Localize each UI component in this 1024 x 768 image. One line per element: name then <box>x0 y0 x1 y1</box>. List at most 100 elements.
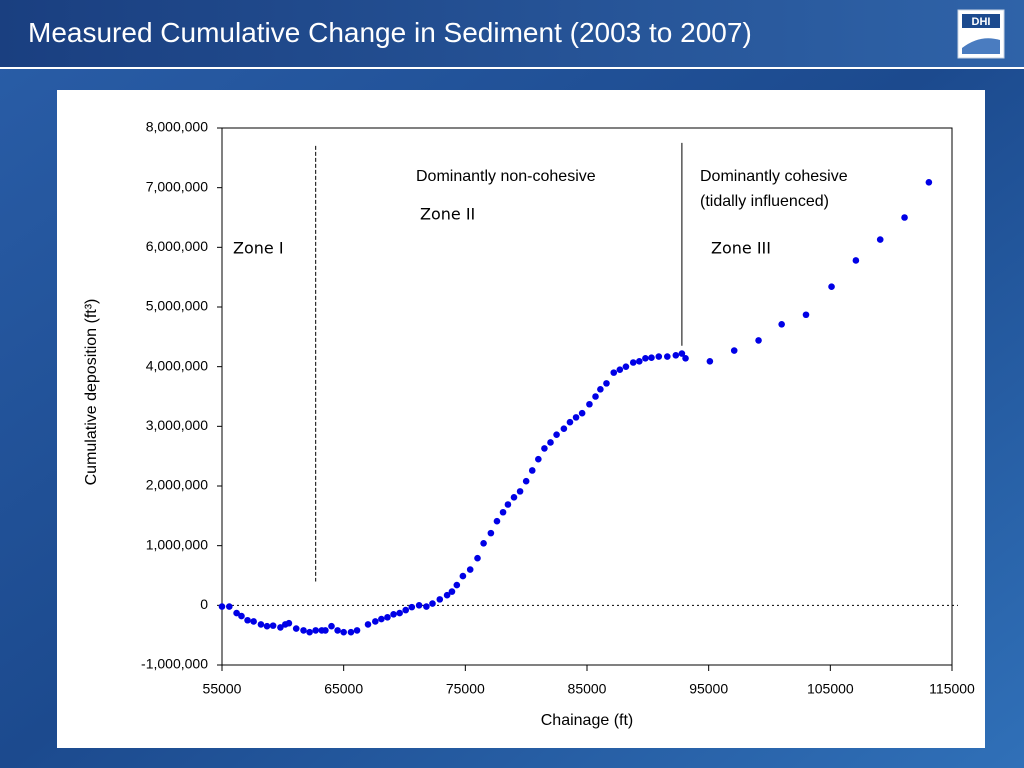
data-point <box>244 616 251 624</box>
data-point <box>436 596 444 603</box>
data-point <box>802 311 810 319</box>
data-point <box>622 363 630 370</box>
chart-panel <box>57 90 985 748</box>
data-point <box>642 355 649 362</box>
data-point <box>340 628 347 636</box>
data-point <box>522 477 530 485</box>
data-point <box>852 257 860 264</box>
data-point <box>528 467 536 474</box>
y-axis-label: Cumulative deposition (ft³) <box>83 299 100 486</box>
data-point <box>636 357 643 365</box>
data-point <box>616 366 624 373</box>
data-point <box>672 352 680 359</box>
x-tick-label: 65000 <box>324 681 363 697</box>
data-point <box>597 386 604 393</box>
data-point <box>572 414 580 421</box>
data-point <box>925 178 933 186</box>
y-tick-label: -1,000,000 <box>141 656 208 672</box>
data-point <box>453 581 461 589</box>
data-point <box>664 353 671 360</box>
x-tick-label: 95000 <box>689 681 728 697</box>
data-point <box>480 539 487 547</box>
logo-wave <box>962 38 1000 54</box>
data-point <box>378 615 385 623</box>
y-tick-label: 2,000,000 <box>146 477 208 493</box>
data-point <box>448 588 456 595</box>
y-tick-label: 1,000,000 <box>146 536 208 552</box>
data-point <box>603 380 610 387</box>
data-point <box>560 425 568 433</box>
logo-text: DHI <box>972 16 991 28</box>
y-tick-label: 3,000,000 <box>146 417 208 433</box>
annotation: Dominantly cohesive <box>700 168 848 185</box>
y-tick-label: 5,000,000 <box>146 298 208 314</box>
data-point <box>755 337 762 344</box>
data-point <box>730 347 738 354</box>
data-point <box>415 602 423 609</box>
data-point <box>372 618 379 625</box>
data-point <box>610 369 618 376</box>
data-point <box>474 554 481 562</box>
data-point <box>390 610 397 618</box>
data-point <box>541 445 548 452</box>
y-tick-label: 7,000,000 <box>146 178 208 194</box>
data-point <box>547 439 554 446</box>
x-tick-label: 105000 <box>807 681 854 697</box>
data-point <box>578 409 586 417</box>
y-tick-label: 8,000,000 <box>146 119 208 135</box>
y-tick-label: 6,000,000 <box>146 238 208 254</box>
x-tick-label: 115000 <box>929 681 975 697</box>
data-point <box>353 627 361 634</box>
data-point <box>269 622 277 629</box>
data-point <box>466 566 474 573</box>
data-point <box>504 501 512 508</box>
data-point <box>226 603 233 610</box>
data-point <box>408 603 416 611</box>
data-point <box>901 214 908 221</box>
x-tick-label: 55000 <box>203 681 242 697</box>
data-point <box>300 627 307 634</box>
x-tick-label: 75000 <box>446 681 485 697</box>
data-point <box>592 393 599 400</box>
annotation: Zone III <box>711 239 771 258</box>
data-point <box>285 619 293 627</box>
data-point <box>706 357 714 365</box>
data-point <box>328 622 335 630</box>
annotation: Zone I <box>233 239 284 258</box>
data-point <box>233 609 240 617</box>
data-point <box>429 600 436 607</box>
data-point <box>535 455 542 463</box>
data-point <box>629 359 637 366</box>
slide-title: Measured Cumulative Change in Sediment (… <box>28 17 752 48</box>
logo: DHI <box>957 9 1005 59</box>
y-tick-label: 0 <box>200 596 208 612</box>
data-point <box>510 494 518 501</box>
title-bar <box>0 0 1024 67</box>
data-point <box>876 236 884 243</box>
data-point <box>384 613 391 621</box>
data-point <box>364 621 372 628</box>
data-point <box>459 572 467 580</box>
data-point <box>347 628 355 636</box>
data-point <box>648 354 655 362</box>
data-point <box>306 628 313 636</box>
annotation: Dominantly non-cohesive <box>416 168 596 185</box>
x-axis-label: Chainage (ft) <box>541 712 634 729</box>
data-point <box>402 606 410 614</box>
data-point <box>257 621 265 628</box>
data-point <box>334 627 341 634</box>
data-point <box>778 321 785 328</box>
data-point <box>678 350 686 357</box>
data-point <box>238 612 245 620</box>
y-tick-label: 4,000,000 <box>146 357 208 373</box>
annotation: (tidally influenced) <box>700 193 829 210</box>
data-point <box>566 418 574 426</box>
data-point <box>828 283 835 291</box>
data-point <box>396 609 403 617</box>
data-point <box>292 625 300 632</box>
data-point <box>312 627 319 634</box>
data-point <box>263 622 271 630</box>
data-point <box>682 355 689 362</box>
data-point <box>493 517 501 525</box>
